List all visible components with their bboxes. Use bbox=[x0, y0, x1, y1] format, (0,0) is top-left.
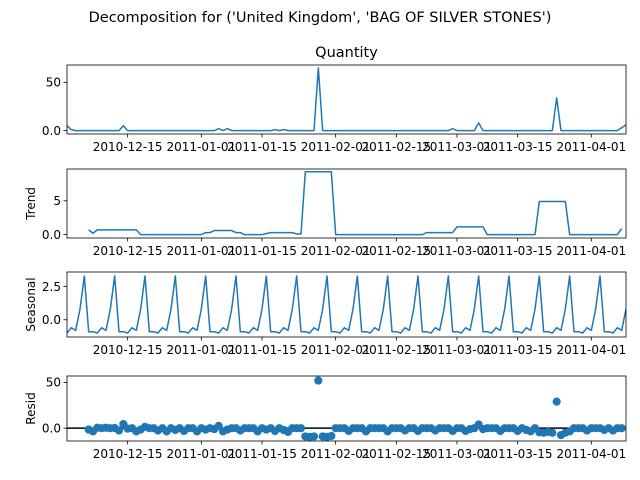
resid-xtick-label: 2011-03-15 bbox=[483, 447, 553, 461]
trend-ytick-label: 0.0 bbox=[42, 228, 61, 242]
trend-series-line bbox=[88, 170, 623, 236]
resid-point bbox=[214, 421, 223, 430]
trend-axes-frame bbox=[66, 168, 627, 239]
trend-ylabel: Trend bbox=[24, 187, 38, 221]
trend-xtick-label: 2011-03-01 bbox=[422, 244, 492, 258]
seasonal-ytick-label: 0.0 bbox=[42, 313, 61, 327]
trend-xtick-label: 2011-02-01 bbox=[301, 244, 371, 258]
seasonal-ylabel: Seasonal bbox=[24, 277, 38, 331]
resid-point bbox=[114, 426, 124, 435]
resid-point bbox=[314, 376, 323, 385]
resid-data bbox=[67, 376, 626, 441]
trend-xtick-label: 2010-12-15 bbox=[93, 244, 163, 258]
quantity-xtick-label: 2011-01-01 bbox=[166, 140, 236, 154]
quantity-ytick-label: 0.0 bbox=[42, 124, 61, 138]
quantity-xtick-label: 2010-12-15 bbox=[93, 140, 163, 154]
resid-xtick-label: 2010-12-15 bbox=[93, 447, 163, 461]
resid-point bbox=[617, 424, 626, 433]
seasonal-xtick-label: 2011-01-01 bbox=[166, 343, 236, 357]
trend-xtick-label: 2011-04-01 bbox=[556, 244, 626, 258]
resid-xtick-label: 2011-03-01 bbox=[422, 447, 492, 461]
seasonal-data bbox=[67, 275, 626, 334]
resid-xtick-label: 2011-02-01 bbox=[301, 447, 371, 461]
seasonal-xtick-label: 2011-02-01 bbox=[301, 343, 371, 357]
quantity-ytick-label: 50 bbox=[46, 76, 61, 90]
figure-suptitle: Decomposition for ('United Kingdom', 'BA… bbox=[89, 10, 552, 26]
seasonal-xtick-label: 2011-03-01 bbox=[422, 343, 492, 357]
subplot-quantity: Quantity 0.0 50 2010-12-15 2011-01-012011-01… bbox=[42, 45, 627, 154]
trend-data bbox=[88, 170, 623, 236]
resid-point bbox=[327, 431, 336, 441]
trend-ytick-label: 5 bbox=[53, 194, 61, 208]
resid-point bbox=[296, 424, 306, 433]
quantity-axes-frame bbox=[66, 64, 627, 135]
resid-axes-frame bbox=[66, 375, 627, 442]
quantity-series-line bbox=[67, 67, 626, 132]
quantity-xtick-label: 2011-01-15 bbox=[227, 140, 297, 154]
seasonal-xtick-label: 2011-04-01 bbox=[556, 343, 626, 357]
seasonal-xtick-label: 2011-02-15 bbox=[361, 343, 431, 357]
seasonal-xtick-label: 2011-01-15 bbox=[227, 343, 297, 357]
quantity-xtick-label: 2011-03-15 bbox=[483, 140, 553, 154]
seasonal-axes-frame bbox=[66, 271, 627, 338]
resid-xtick-label: 2011-01-01 bbox=[166, 447, 236, 461]
trend-xtick-label: 2011-03-15 bbox=[483, 244, 553, 258]
trend-xtick-label: 2011-01-15 bbox=[227, 244, 297, 258]
resid-xtick-label: 2011-01-15 bbox=[227, 447, 297, 461]
resid-xtick-label: 2011-04-01 bbox=[556, 447, 626, 461]
quantity-xtick-label: 2011-02-15 bbox=[361, 140, 431, 154]
seasonal-series-line bbox=[67, 275, 626, 334]
quantity-xtick-label: 2011-03-01 bbox=[422, 140, 492, 154]
resid-point bbox=[309, 432, 319, 441]
quantity-title: Quantity bbox=[315, 45, 378, 61]
quantity-data bbox=[67, 67, 626, 132]
seasonal-ytick-label: 2.5 bbox=[42, 280, 61, 294]
quantity-xtick-label: 2011-04-01 bbox=[556, 140, 626, 154]
resid-ylabel: Resid bbox=[24, 392, 38, 424]
trend-xtick-label: 2011-01-01 bbox=[166, 244, 236, 258]
seasonal-xtick-label: 2011-03-15 bbox=[483, 343, 553, 357]
resid-ytick-label: 0.0 bbox=[42, 421, 61, 435]
resid-xtick-label: 2011-02-15 bbox=[361, 447, 431, 461]
quantity-xtick-label: 2011-02-01 bbox=[301, 140, 371, 154]
resid-point bbox=[552, 397, 561, 406]
trend-xtick-label: 2011-02-15 bbox=[361, 244, 431, 258]
resid-ytick-label: 50 bbox=[46, 376, 61, 390]
resid-point bbox=[548, 428, 557, 437]
seasonal-xtick-label: 2010-12-15 bbox=[93, 343, 163, 357]
